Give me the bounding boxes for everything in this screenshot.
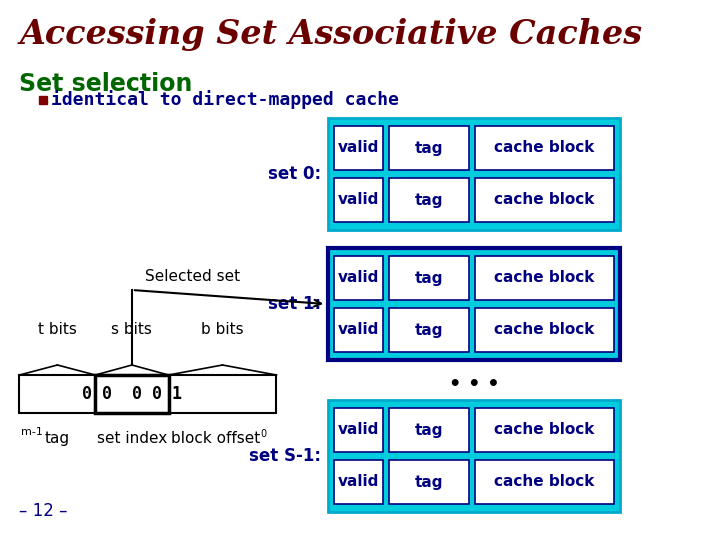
Bar bbox=[475, 126, 614, 170]
Bar bbox=[334, 408, 383, 452]
Bar bbox=[475, 408, 614, 452]
Text: 0 0  0 0 1: 0 0 0 0 1 bbox=[82, 385, 182, 403]
Text: tag: tag bbox=[415, 322, 443, 338]
Bar bbox=[389, 178, 469, 222]
Text: cache block: cache block bbox=[495, 322, 595, 338]
Text: m-1: m-1 bbox=[22, 427, 43, 437]
Text: • • •: • • • bbox=[449, 375, 500, 395]
Text: tag: tag bbox=[415, 475, 443, 489]
Bar bbox=[475, 178, 614, 222]
Bar bbox=[328, 400, 620, 512]
Bar bbox=[475, 256, 614, 300]
Text: set 0:: set 0: bbox=[268, 165, 320, 183]
Text: cache block: cache block bbox=[495, 475, 595, 489]
Text: tag: tag bbox=[415, 271, 443, 286]
Bar bbox=[389, 408, 469, 452]
Bar bbox=[475, 308, 614, 352]
Text: – 12 –: – 12 – bbox=[19, 502, 68, 520]
Text: cache block: cache block bbox=[495, 140, 595, 156]
Bar bbox=[334, 126, 383, 170]
Bar bbox=[389, 126, 469, 170]
Text: valid: valid bbox=[338, 475, 379, 489]
Text: tag: tag bbox=[415, 192, 443, 207]
Text: valid: valid bbox=[338, 422, 379, 437]
Bar bbox=[328, 248, 620, 360]
Text: block offset: block offset bbox=[171, 431, 260, 446]
Bar bbox=[19, 375, 276, 413]
Text: tag: tag bbox=[415, 140, 443, 156]
Text: valid: valid bbox=[338, 192, 379, 207]
Bar bbox=[334, 178, 383, 222]
Text: valid: valid bbox=[338, 322, 379, 338]
Bar bbox=[389, 308, 469, 352]
Text: Set selection: Set selection bbox=[19, 72, 193, 96]
Text: set 1:: set 1: bbox=[268, 295, 320, 313]
Text: s bits: s bits bbox=[112, 322, 153, 337]
Text: identical to direct-mapped cache: identical to direct-mapped cache bbox=[51, 91, 400, 110]
Bar bbox=[334, 308, 383, 352]
Text: set index: set index bbox=[96, 431, 167, 446]
Text: set S-1:: set S-1: bbox=[248, 447, 320, 465]
Text: valid: valid bbox=[338, 271, 379, 286]
Text: t bits: t bits bbox=[38, 322, 77, 337]
Text: valid: valid bbox=[338, 140, 379, 156]
Text: cache block: cache block bbox=[495, 192, 595, 207]
Text: Selected set: Selected set bbox=[145, 269, 240, 284]
Text: 0: 0 bbox=[261, 429, 266, 439]
Text: tag: tag bbox=[45, 431, 70, 446]
Bar bbox=[95, 375, 168, 413]
Text: tag: tag bbox=[415, 422, 443, 437]
Bar bbox=[389, 256, 469, 300]
Bar bbox=[389, 460, 469, 504]
Text: b bits: b bits bbox=[201, 322, 244, 337]
Bar bbox=[328, 118, 620, 230]
Text: cache block: cache block bbox=[495, 271, 595, 286]
Bar bbox=[334, 256, 383, 300]
Text: Accessing Set Associative Caches: Accessing Set Associative Caches bbox=[19, 18, 642, 51]
Bar bbox=[475, 460, 614, 504]
Text: cache block: cache block bbox=[495, 422, 595, 437]
Bar bbox=[334, 460, 383, 504]
